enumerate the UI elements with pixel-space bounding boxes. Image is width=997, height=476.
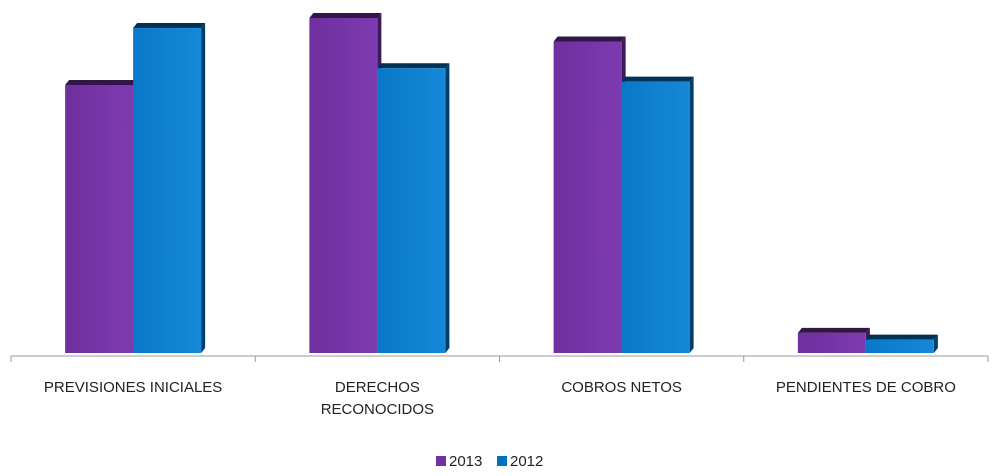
legend-swatch	[497, 456, 507, 466]
bar-2012-2	[377, 63, 450, 353]
bar-2012-4	[865, 334, 938, 353]
x-axis-ticks	[10, 356, 989, 362]
legend-label: 2013	[449, 453, 482, 470]
legend: 2013 2012	[436, 453, 543, 470]
x-axis-labels: PREVISIONES INICIALES DERECHOS RECONOCIDOS…	[44, 379, 956, 418]
legend-swatch	[436, 456, 446, 466]
bar-2013-2	[309, 13, 382, 353]
bar-2013-1	[65, 80, 138, 353]
bar-2013-4	[797, 327, 870, 353]
legend-item-2012: 2012	[497, 453, 543, 470]
x-tick-label-4: PENDIENTES DE COBRO	[776, 379, 956, 396]
x-tick-label-3: COBROS NETOS	[561, 379, 682, 396]
x-tick-label-2: DERECHOS RECONOCIDOS	[321, 379, 434, 418]
legend-label: 2012	[510, 453, 543, 470]
bar-2013-3	[553, 36, 626, 353]
bar-2012-1	[133, 23, 206, 354]
legend-item-2013: 2013	[436, 453, 482, 470]
x-tick-label-1: PREVISIONES INICIALES	[44, 379, 222, 396]
bar-2012-3	[621, 76, 694, 354]
bars-layer	[65, 13, 938, 354]
